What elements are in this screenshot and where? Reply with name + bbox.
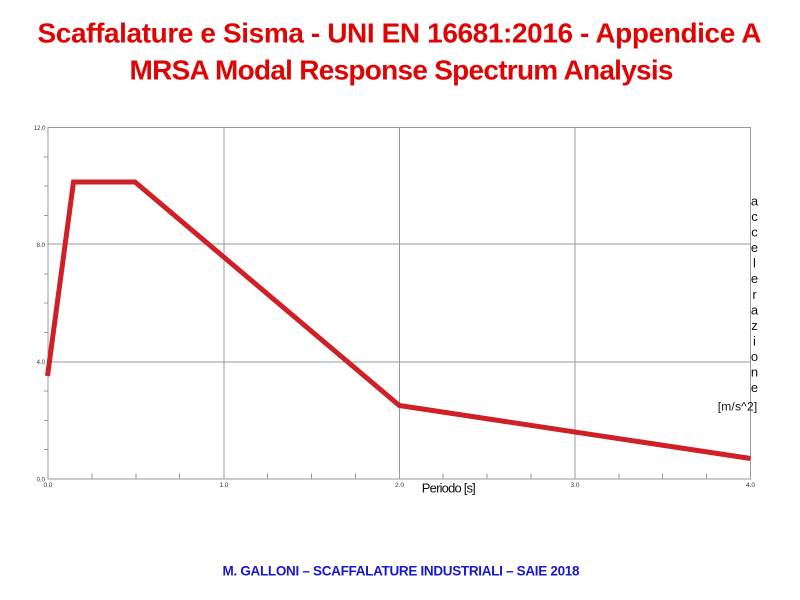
svg-text:e: e (751, 380, 758, 395)
svg-text:c: c (751, 225, 758, 240)
svg-text:l: l (753, 256, 756, 271)
svg-text:a: a (751, 302, 759, 317)
svg-text:r: r (752, 287, 757, 302)
svg-text:a: a (751, 193, 759, 208)
svg-text:c: c (751, 209, 758, 224)
svg-text:12.0: 12.0 (34, 126, 46, 132)
svg-text:M. GALLONI – SCAFFALATURE INDU: M. GALLONI – SCAFFALATURE INDUSTRIALI – … (223, 564, 580, 579)
svg-text:[m/s^2]: [m/s^2] (718, 400, 758, 414)
svg-text:4.0: 4.0 (37, 360, 46, 366)
svg-text:o: o (751, 349, 758, 364)
svg-text:z: z (751, 318, 758, 333)
svg-text:0.0: 0.0 (37, 477, 46, 483)
svg-text:n: n (751, 365, 758, 380)
svg-text:e: e (751, 271, 758, 286)
svg-text:e: e (751, 240, 758, 255)
svg-text:MRSA Modal Response Spectrum A: MRSA Modal Response Spectrum Analysis (130, 55, 674, 86)
svg-text:Scaffalature e Sisma - UNI EN: Scaffalature e Sisma - UNI EN 16681:2016… (38, 18, 762, 49)
svg-text:2.0: 2.0 (395, 482, 404, 489)
svg-text:3.0: 3.0 (570, 482, 579, 489)
svg-text:1.0: 1.0 (219, 482, 228, 489)
svg-text:0.0: 0.0 (43, 482, 52, 489)
svg-text:8.0: 8.0 (37, 243, 46, 249)
svg-text:Periodo [s]: Periodo [s] (422, 480, 476, 495)
svg-text:4.0: 4.0 (746, 482, 755, 489)
svg-text:i: i (753, 333, 756, 348)
